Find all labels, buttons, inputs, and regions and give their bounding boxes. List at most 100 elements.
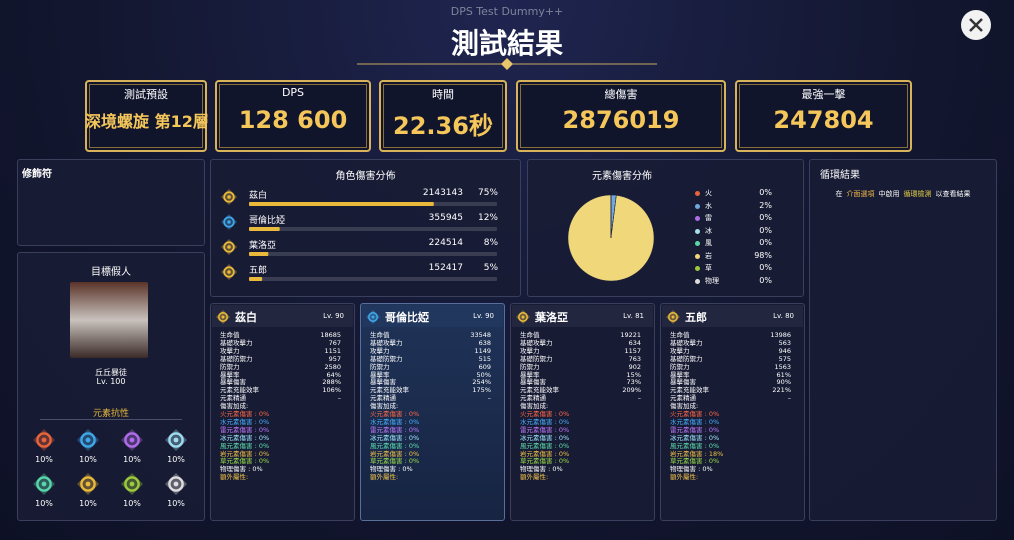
card-level: Lv. 90 [323,312,344,320]
stat-name: 元素精通 [370,394,396,403]
bonus-line: 雷元素傷害 : 0% [220,425,270,434]
stat-name: 元素充能效率 [370,386,409,395]
element-icon-core [223,191,235,203]
legend-dot [695,253,700,259]
card-icon [666,310,680,324]
stat-name: 暴擊率 [220,370,240,379]
element-icon-dot [521,315,525,319]
stat-name: 生命值 [670,331,690,339]
stat-name: 元素充能效率 [520,386,559,395]
element-icon-core [80,432,96,448]
legend-dot [695,216,700,221]
bonus-line: 物理傷害 : 0% [370,465,413,474]
resistance-value: 10% [35,455,53,464]
element-icon-dot [173,481,179,487]
legend-name: 火 [705,189,712,197]
stat-name: 元素精通 [520,394,546,403]
subtitle: DPS Test Dummy++ [450,5,564,18]
bonus-title: 傷害加成: [520,402,549,411]
element-icon-core [36,476,52,492]
stat-name: 暴擊傷害 [670,378,696,387]
stat-value: – [487,394,491,403]
stat-value: 64% [326,370,341,379]
bonus-line: 草元素傷害 : 0% [370,457,420,466]
stat-box [735,80,912,152]
element-icon-dot [227,245,231,249]
element-icon-core [36,432,52,448]
card-name: 茲白 [235,311,257,324]
cycle-message-part: 在 [835,190,843,198]
stat-value: 50% [476,370,491,379]
bonus-title: 傷害加成: [220,402,249,411]
stat-value: 2580 [324,362,341,371]
cycle-title: 循環結果 [820,170,860,181]
card-level: Lv. 80 [773,312,794,320]
close-button[interactable] [960,9,992,41]
stat-value: 128 600 [238,106,348,134]
stat-value: 957 [328,354,341,363]
card-header [662,305,803,327]
element-icon-core [368,312,378,322]
stat-value: 638 [478,338,491,347]
legend-name: 物理 [705,276,719,285]
stat-name: 生命值 [220,331,240,339]
stat-name: 基礎防禦力 [520,354,553,363]
target-level: Lv. 100 [96,377,126,386]
resistance-value: 10% [79,455,97,464]
damage-bar [249,277,263,281]
character-card [660,303,805,521]
stat-value: 288% [322,378,341,387]
bonus-line: 風元素傷害 : 0% [520,441,570,450]
legend-dot [695,278,700,284]
card-level: Lv. 81 [623,312,644,320]
card-header [362,305,503,327]
element-icon-dot [371,315,375,319]
stat-value: 515 [478,354,491,363]
bonus-line: 火元素傷害 : 0% [520,410,570,418]
bonus-line: 冰元素傷害 : 0% [220,433,270,442]
stat-box [379,80,507,152]
legend-name: 岩 [705,251,712,260]
stat-name: 防禦力 [670,362,690,371]
legend-value: 0% [759,263,772,272]
character-damage: 152417 [428,263,463,273]
stat-name: 基礎防禦力 [370,354,403,363]
card-name: 葉洛亞 [535,311,568,324]
target-avatar [70,282,148,358]
legend-name: 草 [705,264,712,272]
stat-value: 1149 [474,346,491,355]
stat-value: 15% [626,370,641,379]
stat-value: 73% [626,378,641,387]
stat-name: 暴擊傷害 [370,378,396,387]
stat-name: 暴擊傷害 [520,378,546,387]
legend-value: 0% [759,188,772,197]
bonus-line: 岩元素傷害 : 18% [670,449,724,458]
stat-value: 13986 [770,331,791,339]
resistance-value: 10% [167,499,185,508]
stat-name: 基礎防禦力 [220,354,253,363]
character-damage-title: 角色傷害分佈 [335,171,396,182]
resistance-value: 10% [123,499,141,508]
stat-value: 575 [778,354,791,363]
character-damage: 355945 [428,213,463,223]
resistance-title: 元素抗性 [92,409,129,419]
extra-title: 額外屬性: [370,473,399,482]
element-icon-core [223,266,235,278]
character-share: 75% [477,188,498,198]
stat-name: 生命值 [370,331,390,339]
bonus-line: 岩元素傷害 : 0% [370,449,420,458]
cycle-message-part: 以查看結果 [935,190,971,198]
stat-label: 測試預設 [124,88,168,101]
element-icon-core [218,312,228,322]
stat-value: 2876019 [562,106,680,134]
character-name: 葉洛亞 [249,241,277,251]
stat-value: 902 [628,362,641,371]
legend-value: 0% [759,238,772,247]
character-share: 12% [477,213,498,223]
character-card [210,303,355,521]
bar-track [249,277,497,281]
stat-box [215,80,371,152]
stat-name: 元素充能效率 [220,386,259,395]
element-icon-core [668,312,678,322]
bonus-line: 水元素傷害 : 0% [670,417,720,426]
